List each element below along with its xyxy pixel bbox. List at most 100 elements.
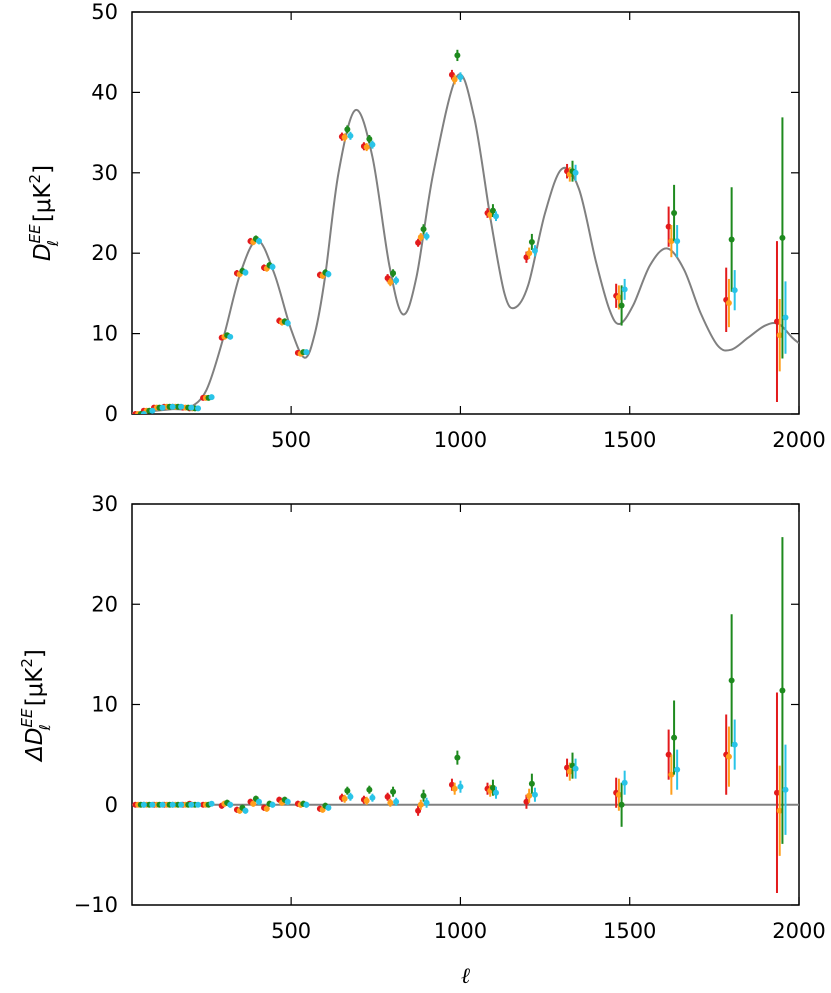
y-axis-label-symbol: D (30, 243, 56, 261)
data-point (725, 300, 732, 307)
y-axis-label-subscript: ℓ (44, 240, 62, 247)
y-axis-label-unit-close: ] (22, 649, 48, 658)
x-tick-label: 1000 (434, 428, 487, 452)
data-point (493, 789, 500, 796)
data-point (773, 318, 780, 325)
x-tick-label: 1500 (603, 428, 656, 452)
data-point (415, 807, 422, 814)
data-point (325, 271, 332, 278)
data-point (776, 807, 783, 814)
data-point (387, 279, 394, 286)
data-point (344, 126, 351, 133)
x-tick-label: 500 (271, 428, 311, 452)
y-axis-label-symbol: ΔD (22, 727, 48, 762)
data-point (674, 238, 681, 245)
data-point (489, 784, 496, 791)
data-point (618, 801, 625, 808)
data-point (140, 411, 147, 414)
data-point (566, 768, 573, 775)
series-orange (135, 74, 783, 414)
data-point (417, 234, 424, 241)
plot-frame (131, 503, 800, 906)
data-point (423, 799, 430, 806)
data-point (393, 277, 400, 284)
data-point (668, 771, 675, 778)
data-point (728, 236, 735, 243)
y-tick-label: 10 (91, 693, 118, 717)
data-point (269, 263, 276, 270)
data-point (665, 223, 672, 230)
ee-spectrum-panel: 500 1000 1500 2000 0 10 20 30 40 50 DEEℓ [μK2] (26, 0, 826, 452)
data-point (776, 332, 783, 339)
data-point (159, 801, 166, 808)
data-point (420, 792, 427, 799)
data-point (366, 786, 373, 793)
data-point (457, 783, 464, 790)
data-point (188, 404, 195, 411)
y-tick-label: 10 (91, 322, 118, 346)
data-point (451, 785, 458, 792)
y-tick-label: 50 (91, 0, 118, 24)
data-point (369, 794, 376, 801)
data-point (725, 753, 732, 760)
data-point (779, 234, 786, 241)
series-green (137, 49, 786, 414)
data-point (523, 798, 530, 805)
data-point (615, 791, 622, 798)
x-tick-label: 500 (271, 919, 311, 943)
data-point (250, 800, 257, 807)
data-point (621, 286, 628, 293)
data-point (451, 76, 458, 83)
y-axis-label-unit: [μK (22, 667, 48, 707)
series-cyan (140, 72, 789, 414)
series-green (137, 537, 786, 844)
data-point (363, 144, 370, 151)
data-point (325, 804, 332, 811)
plot-area (132, 49, 799, 414)
data-point (531, 791, 538, 798)
data-point (255, 798, 262, 805)
data-point (149, 801, 156, 808)
x-axis-label: ℓ (461, 964, 471, 989)
y-tick-label: 0 (105, 793, 118, 817)
data-point (493, 213, 500, 220)
plot-area (132, 537, 799, 893)
y-axis-label: DEEℓ [μK2] (26, 165, 62, 261)
data-point (284, 798, 291, 805)
data-point (140, 801, 147, 808)
y-axis-label-subscript: ℓ (36, 724, 54, 731)
data-point (149, 407, 156, 414)
plot-frame (131, 11, 800, 415)
data-point (269, 801, 276, 808)
data-point (782, 314, 789, 321)
data-point (159, 404, 166, 411)
data-point (344, 787, 351, 794)
data-point (169, 403, 176, 410)
x-tick-label: 1500 (603, 919, 656, 943)
data-point (457, 74, 464, 81)
theory-curve (132, 73, 799, 414)
data-point (284, 320, 291, 327)
data-point (671, 734, 678, 741)
data-point (384, 793, 391, 800)
y-tick-label: 40 (91, 80, 118, 104)
data-point (621, 779, 628, 786)
data-point (208, 394, 215, 401)
y-axis-label-superscript: EE (18, 708, 36, 727)
data-point (572, 765, 579, 772)
data-point (390, 270, 397, 277)
data-point (454, 52, 461, 59)
data-point (387, 799, 394, 806)
y-axis-label-unit-superscript: 2 (26, 174, 44, 184)
y-axis-label-unit-close: ] (30, 165, 56, 174)
data-point (782, 786, 789, 793)
y-axis-label-unit-superscript: 2 (18, 658, 36, 668)
data-point (528, 780, 535, 787)
data-point (178, 403, 185, 410)
data-point (489, 207, 496, 214)
x-tick-label: 1000 (434, 919, 487, 943)
data-point (728, 677, 735, 684)
data-point (531, 247, 538, 254)
data-point (169, 801, 176, 808)
